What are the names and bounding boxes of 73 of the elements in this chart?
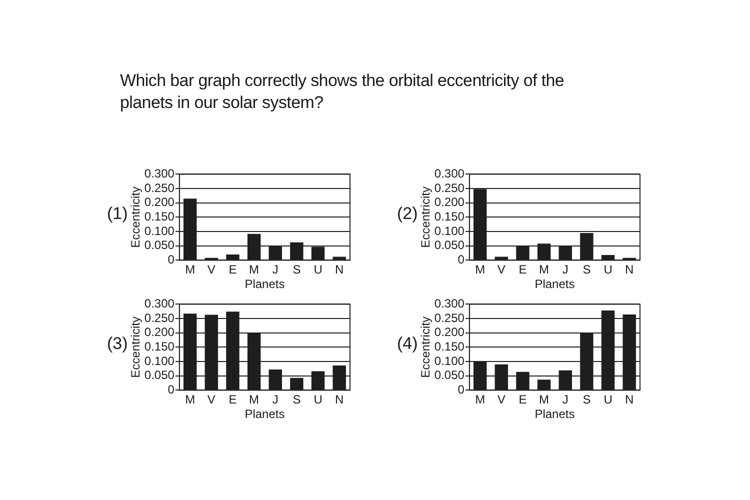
y-tick-label: 0.250 xyxy=(434,180,465,195)
x-axis-title: Planets xyxy=(244,407,285,422)
y-tick-label: 0.200 xyxy=(434,195,465,210)
x-tick-label: V xyxy=(207,392,216,407)
x-tick-label: E xyxy=(518,262,527,277)
x-tick-label: V xyxy=(497,392,506,407)
text: (4) xyxy=(397,334,418,354)
x-tick-label: E xyxy=(228,262,237,277)
y-tick-label: 0.300 xyxy=(434,296,465,311)
x-tick-label: V xyxy=(497,262,506,277)
y-tick-label: 0.200 xyxy=(434,325,465,340)
x-tick-label: M xyxy=(249,392,260,407)
x-tick-label: U xyxy=(604,392,612,407)
x-tick-label: N xyxy=(335,392,344,407)
y-tick-label: 0.150 xyxy=(144,340,175,354)
y-axis-title: Eccentricity xyxy=(128,316,143,378)
x-axis-title: Planets xyxy=(534,407,575,422)
y-tick-label: 0.100 xyxy=(434,354,465,368)
y-tick-label: 0.200 xyxy=(144,325,175,340)
x-axis-title: Planets xyxy=(534,277,575,292)
chart-title: Which bar graph correctly shows the orbital eccentricity of the planets in our solar system? xyxy=(120,70,566,114)
x-tick-label: N xyxy=(625,262,634,277)
x-tick-label: J xyxy=(272,392,278,407)
y-tick-label: 0.300 xyxy=(434,166,465,181)
x-tick-label: J xyxy=(272,262,278,277)
y-tick-label: 0.200 xyxy=(144,195,175,210)
x-tick-label: S xyxy=(582,262,591,277)
x-tick-label: V xyxy=(207,262,216,277)
y-tick-label: 0.100 xyxy=(144,224,175,238)
x-tick-label: U xyxy=(314,262,322,277)
y-tick-label: 0 xyxy=(458,252,465,267)
y-tick-label: 0.250 xyxy=(144,310,175,325)
x-tick-label: M xyxy=(249,262,260,277)
x-tick-label: U xyxy=(314,392,322,407)
x-tick-label: J xyxy=(562,392,568,407)
x-tick-label: J xyxy=(562,262,568,277)
y-tick-label: 0.050 xyxy=(434,368,465,382)
text: (3) xyxy=(107,334,128,354)
x-tick-label: S xyxy=(582,392,591,407)
y-axis-title: Eccentricity xyxy=(418,186,433,248)
y-axis-title: Eccentricity xyxy=(128,186,143,248)
x-axis-title: Planets xyxy=(244,277,285,292)
x-tick-label: E xyxy=(518,392,527,407)
x-tick-label: M xyxy=(185,392,196,407)
y-tick-label: 0.250 xyxy=(434,310,465,325)
x-tick-label: M xyxy=(185,262,196,277)
y-tick-label: 0 xyxy=(168,382,175,397)
x-tick-label: S xyxy=(292,392,301,407)
x-tick-label: M xyxy=(539,262,550,277)
x-tick-label: N xyxy=(335,262,344,277)
y-tick-label: 0.150 xyxy=(434,210,465,224)
x-tick-label: E xyxy=(228,392,237,407)
y-tick-label: 0.250 xyxy=(144,180,175,195)
x-tick-label: M xyxy=(475,392,486,407)
y-tick-label: 0.100 xyxy=(434,224,465,238)
text: (2) xyxy=(397,204,418,224)
y-tick-label: 0 xyxy=(458,382,465,397)
y-tick-label: 0.050 xyxy=(144,368,175,382)
y-tick-label: 0.050 xyxy=(144,238,175,252)
y-tick-label: 0.300 xyxy=(144,296,175,311)
y-tick-label: 0.050 xyxy=(434,238,465,252)
text: (1) xyxy=(107,204,128,224)
y-tick-label: 0.100 xyxy=(144,354,175,368)
y-tick-label: 0.300 xyxy=(144,166,175,181)
y-tick-label: 0 xyxy=(168,252,175,267)
x-tick-label: N xyxy=(625,392,634,407)
x-tick-label: M xyxy=(539,392,550,407)
x-tick-label: M xyxy=(475,262,486,277)
x-tick-label: U xyxy=(604,262,612,277)
x-tick-label: S xyxy=(292,262,301,277)
y-tick-label: 0.150 xyxy=(434,340,465,354)
y-tick-label: 0.150 xyxy=(144,210,175,224)
y-axis-title: Eccentricity xyxy=(418,316,433,378)
